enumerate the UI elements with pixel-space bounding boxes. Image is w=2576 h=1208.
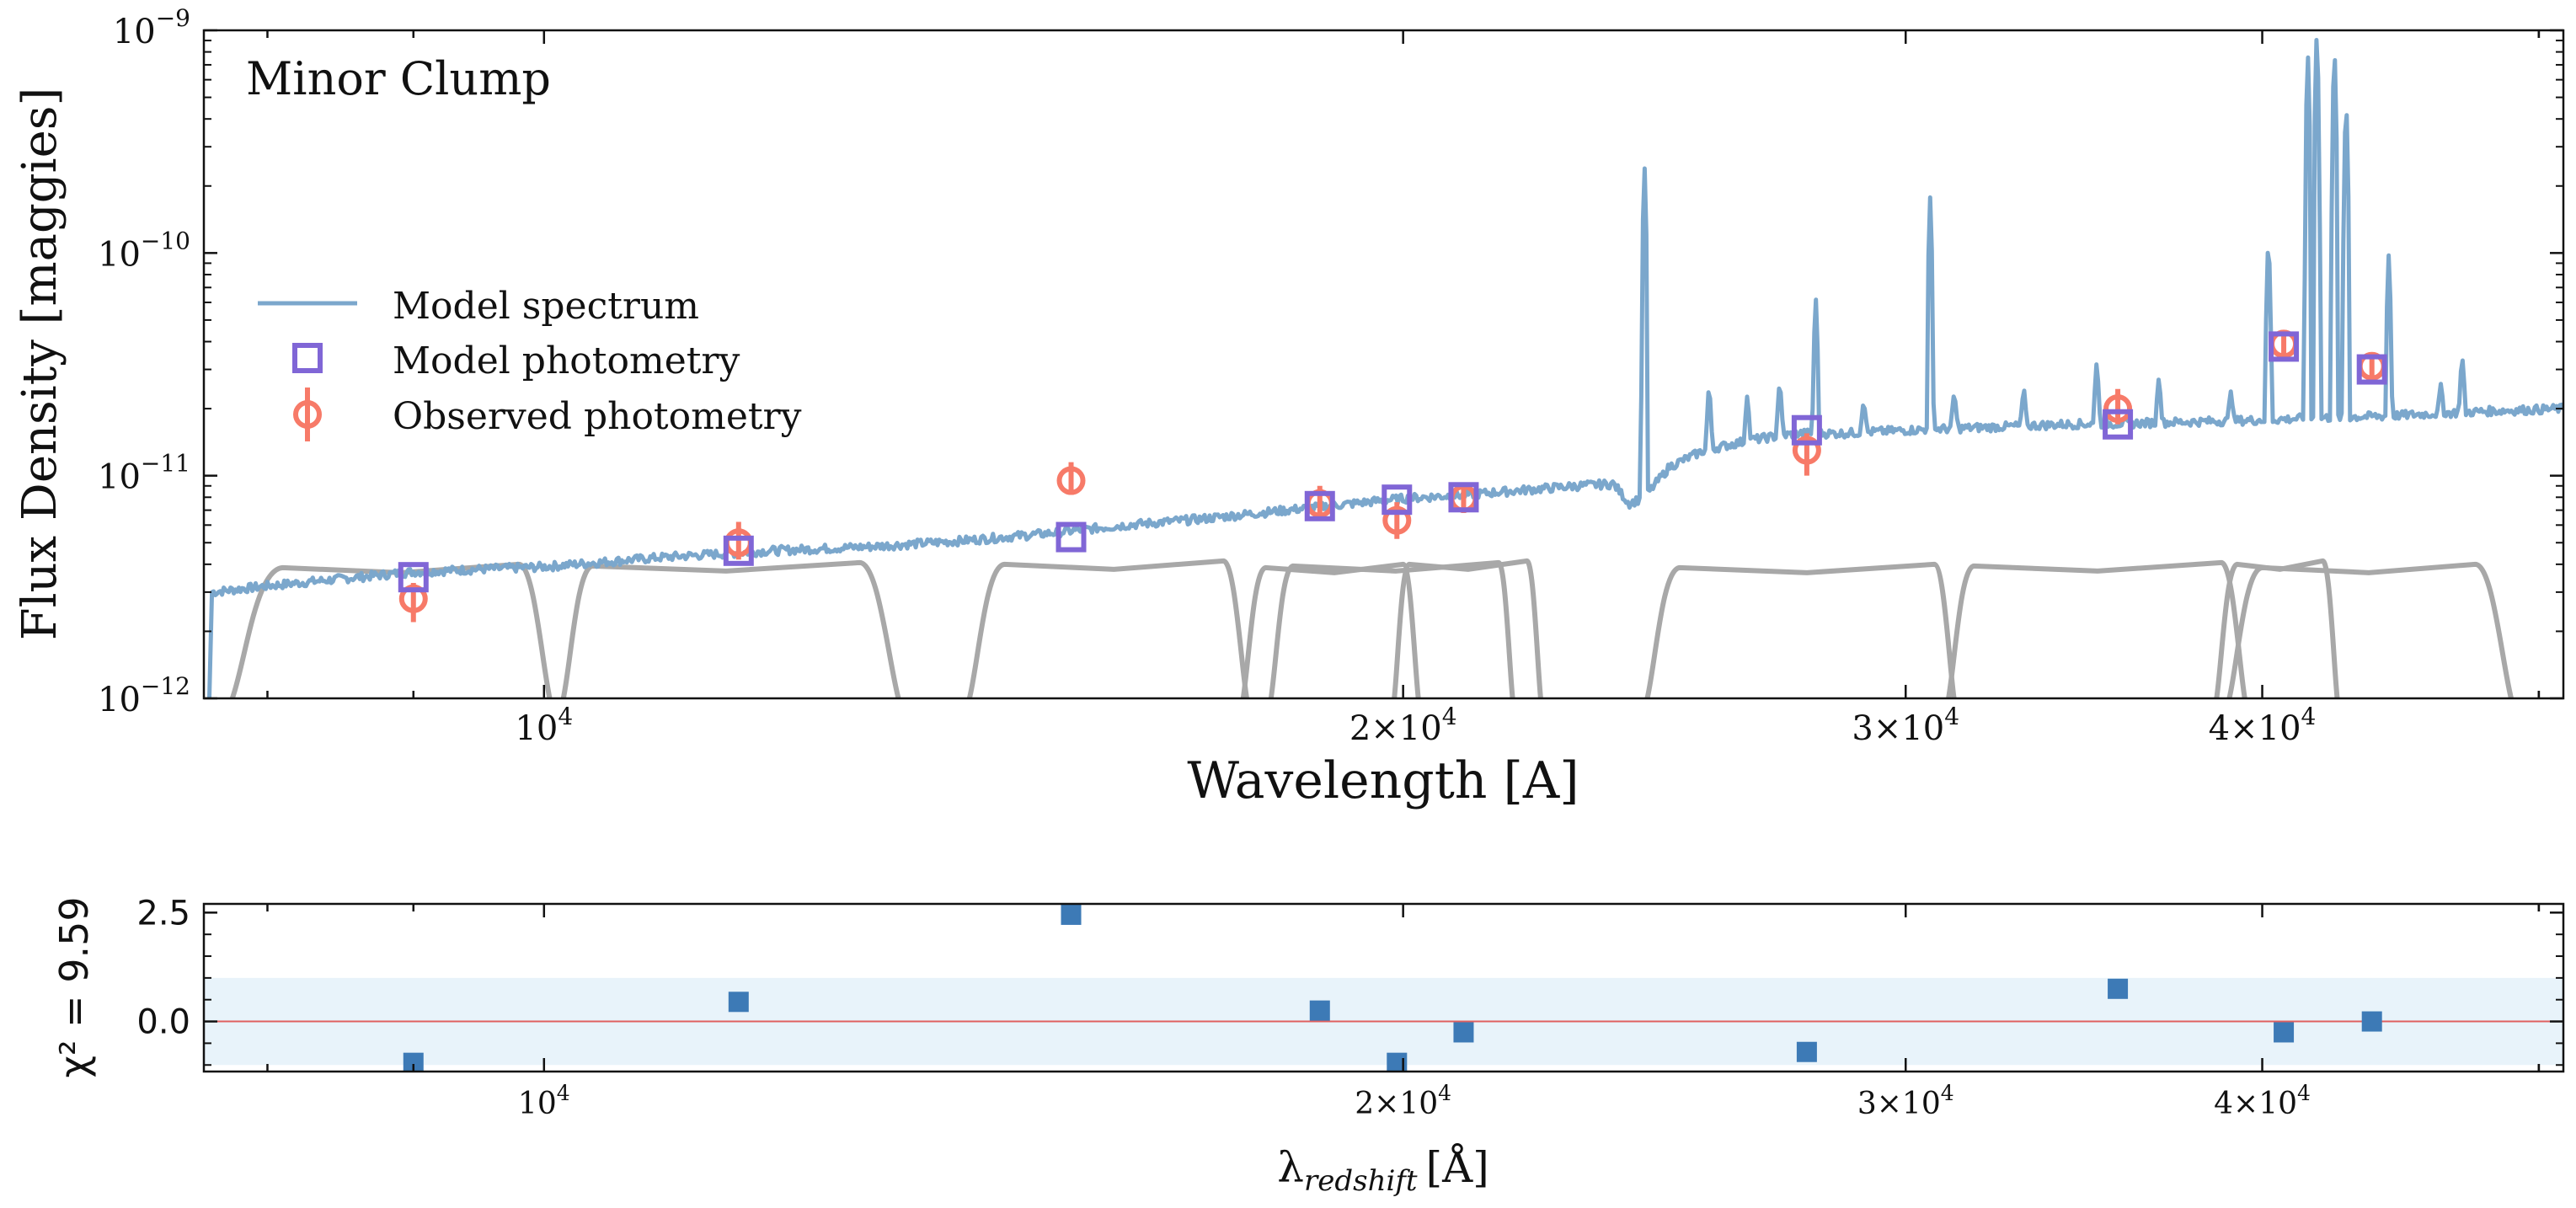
- residual-point: [2108, 978, 2129, 999]
- model-phot-point: [1448, 482, 1479, 513]
- residual-point: [403, 1052, 424, 1072]
- model-phot-point: [1304, 490, 1335, 521]
- observed-point: [1056, 466, 1086, 495]
- y-tick-label: 10−12: [98, 672, 190, 719]
- residual-panel: 104 2×104 3×104 4×104 2.5 0.0 χ² = 9.59 λred…: [51, 894, 2565, 1198]
- residual-point: [1796, 1041, 1817, 1062]
- model-phot-point: [2269, 331, 2300, 362]
- x-tick-label: 104: [518, 1081, 570, 1121]
- y-tick-label: 10−10: [98, 227, 190, 274]
- panel-annotation: Minor Clump: [246, 52, 551, 105]
- filter-curve: [966, 558, 1250, 698]
- residual-point: [2361, 1011, 2382, 1032]
- residual-point: [1387, 1052, 1408, 1072]
- x-tick-label: 2×104: [1349, 703, 1457, 748]
- legend-label-model-phot: Model photometry: [393, 339, 740, 382]
- legend-square-swatch: [292, 343, 323, 373]
- model-phot-point: [1382, 484, 1413, 516]
- y-tick-label: 0.0: [136, 1003, 190, 1042]
- sed-x-axis-label: Wavelength [A]: [1187, 751, 1579, 810]
- legend-circle-swatch: [293, 388, 322, 441]
- filter-curve: [1268, 559, 1515, 698]
- sed-panel: 104 2×104 3×104 4×104 10−12 10−11 10−10 10−9 M…: [13, 4, 2565, 810]
- residual-point: [1061, 904, 1082, 925]
- model-phot-point: [1791, 414, 1822, 446]
- residual-y-ticks: 2.5 0.0: [136, 894, 2563, 1066]
- x-tick-label: 3×104: [1852, 703, 1959, 748]
- y-tick-label: 10−11: [98, 450, 190, 497]
- x-tick-label: 2×104: [1355, 1081, 1451, 1121]
- sed-plot-frame: [202, 29, 2565, 700]
- residual-point: [1453, 1022, 1474, 1043]
- sed-y-ticks: 10−12 10−11 10−10 10−9: [98, 4, 2563, 719]
- residual-points: [403, 904, 2382, 1072]
- model-phot-point: [398, 562, 429, 593]
- residual-x-axis-label: λredshift [Å]: [1277, 1142, 1488, 1198]
- observed-point: [2103, 394, 2133, 424]
- residual-x-ticks: 104 2×104 3×104 4×104: [266, 904, 2541, 1121]
- filter-curve: [2226, 561, 2515, 698]
- filter-curve: [560, 559, 901, 698]
- model-phot-point: [1056, 521, 1087, 553]
- model-spectrum-line: [207, 38, 2563, 698]
- sed-y-axis-label: Flux Density [maggies]: [13, 88, 67, 641]
- y-tick-label: 10−9: [113, 4, 190, 51]
- model-phot-point: [2103, 409, 2134, 440]
- model-photometry-points: [398, 331, 2387, 593]
- y-tick-label: 2.5: [136, 894, 190, 933]
- residual-y-axis-label: χ² = 9.59: [51, 896, 97, 1077]
- filter-curve: [1644, 561, 1957, 698]
- filter-curve: [1392, 558, 1543, 698]
- observed-point: [1382, 505, 1412, 535]
- x-tick-label: 3×104: [1857, 1081, 1954, 1121]
- filter-curve: [1240, 561, 1421, 698]
- model-phot-point: [723, 535, 754, 566]
- x-tick-label: 4×104: [2214, 1081, 2311, 1121]
- legend-label-spectrum: Model spectrum: [393, 285, 699, 328]
- observed-point: [398, 584, 428, 613]
- legend-circle: [293, 400, 322, 429]
- legend-label-observed-phot: Observed photometry: [393, 395, 802, 438]
- filter-curves: [229, 558, 2515, 698]
- filter-curve: [1945, 559, 2247, 698]
- x-tick-label: 4×104: [2209, 703, 2317, 748]
- filter-curve: [229, 561, 553, 698]
- observed-point: [1792, 436, 1821, 465]
- residual-point: [1309, 1000, 1330, 1021]
- model-phot-point: [2356, 354, 2387, 385]
- x-tick-label: 104: [515, 703, 573, 748]
- sed-x-ticks: 104 2×104 3×104 4×104: [266, 30, 2541, 748]
- legend: Model spectrum Model photometry Observed…: [258, 285, 802, 441]
- residual-point: [2274, 1022, 2295, 1043]
- residual-plot-frame: [202, 902, 2565, 1073]
- residual-point: [728, 992, 749, 1013]
